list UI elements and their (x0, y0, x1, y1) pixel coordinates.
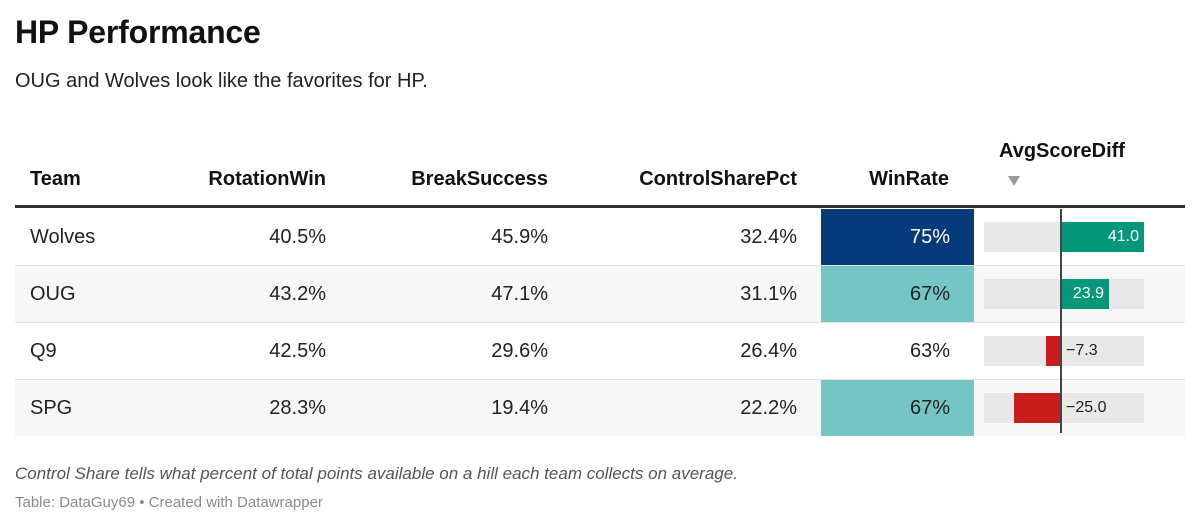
table-credit: Table: DataGuy69 • Created with Datawrap… (15, 494, 323, 511)
scorediff-label: 23.9 (1072, 285, 1104, 302)
cell-breaksuccess: 29.6% (491, 340, 548, 362)
winrate-label: 63% (909, 340, 950, 362)
column-header-team[interactable]: Team (30, 168, 81, 190)
page-title: HP Performance (15, 14, 261, 50)
scorediff-bar (1060, 222, 1144, 252)
sort-descending-icon[interactable] (1008, 176, 1020, 186)
cell-winrate: 75% (821, 209, 974, 265)
row-divider (15, 265, 1185, 266)
row-divider (15, 322, 1185, 323)
cell-breaksuccess: 47.1% (491, 283, 548, 305)
column-header-controlsharepct[interactable]: ControlSharePct (639, 168, 797, 190)
scorediff-bar-track (984, 336, 1144, 366)
row-divider (15, 379, 1185, 380)
cell-rotationwin: 42.5% (269, 340, 326, 362)
scorediff-label: 41.0 (1107, 228, 1139, 245)
cell-controlsharepct: 22.2% (740, 397, 797, 419)
cell-winrate: 67% (821, 380, 974, 436)
cell-team: Q9 (30, 340, 57, 362)
column-header-avgscorediff[interactable]: AvgScoreDiff (999, 140, 1125, 162)
winrate-label: 75% (909, 226, 950, 248)
column-header-winrate[interactable]: WinRate (869, 168, 949, 190)
cell-team: SPG (30, 397, 73, 419)
cell-team: OUG (30, 283, 76, 305)
scorediff-label: −25.0 (1066, 399, 1107, 416)
scorediff-bar (1060, 279, 1109, 309)
cell-breaksuccess: 45.9% (491, 226, 548, 248)
cell-controlsharepct: 31.1% (740, 283, 797, 305)
page-subtitle: OUG and Wolves look like the favorites f… (15, 70, 428, 92)
scorediff-bar (1014, 393, 1060, 423)
table-row: SPG 28.3% 19.4% 22.2% 67% −25.0 (15, 380, 1185, 436)
cell-rotationwin: 28.3% (269, 397, 326, 419)
cell-rotationwin: 43.2% (269, 283, 326, 305)
table-row: Wolves 40.5% 45.9% 32.4% 75% 41.0 (15, 209, 1185, 265)
cell-controlsharepct: 32.4% (740, 226, 797, 248)
cell-controlsharepct: 26.4% (740, 340, 797, 362)
cell-team: Wolves (30, 226, 96, 248)
column-header-breaksuccess[interactable]: BreakSuccess (411, 168, 548, 190)
cell-rotationwin: 40.5% (269, 226, 326, 248)
winrate-label: 67% (909, 283, 950, 305)
cell-breaksuccess: 19.4% (491, 397, 548, 419)
scorediff-zero-line (1060, 209, 1062, 433)
scorediff-label: −7.3 (1066, 342, 1098, 359)
cell-winrate: 63% (821, 323, 974, 379)
column-header-rotationwin[interactable]: RotationWin (208, 168, 326, 190)
winrate-label: 67% (909, 397, 950, 419)
table-row: OUG 43.2% 47.1% 31.1% 67% 23.9 (15, 266, 1185, 322)
table-row: Q9 42.5% 29.6% 26.4% 63% −7.3 (15, 323, 1185, 379)
header-divider (15, 205, 1185, 208)
scorediff-bar (1046, 336, 1060, 366)
scorediff-bar-track (984, 393, 1144, 423)
cell-winrate: 67% (821, 266, 974, 322)
table-note: Control Share tells what percent of tota… (15, 464, 738, 483)
